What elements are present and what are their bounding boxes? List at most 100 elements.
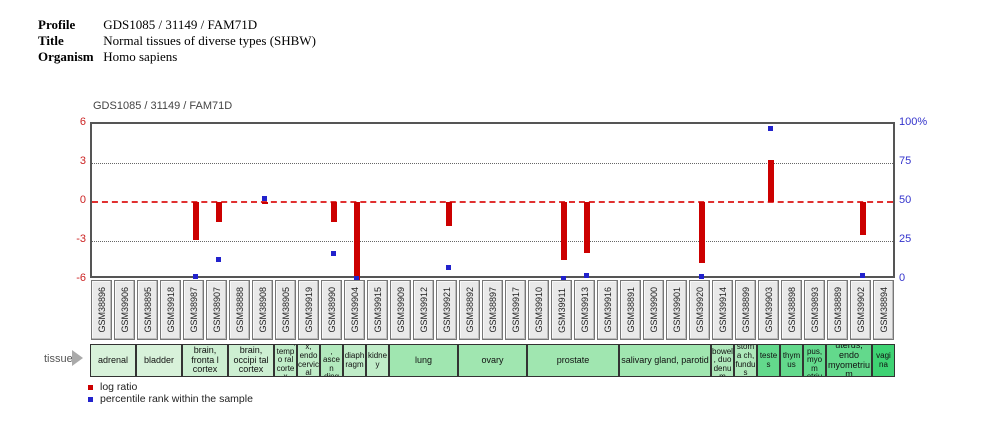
left-axis-label: 3 [79, 155, 86, 167]
log-ratio-bar [445, 202, 452, 227]
tissue-group: brain, fronta l cortex [182, 344, 228, 377]
organism-row: Organism Homo sapiens [38, 49, 177, 65]
profile-label: Profile [38, 17, 76, 32]
sample-label: GSM38990 [321, 280, 342, 340]
sample-id-text: GSM39906 [119, 287, 130, 333]
sample-label-row: GSM38896 GSM39906 GSM38895 GSM39918 GSM38987… [90, 280, 895, 342]
tissue-group: brain, occipi tal cortex [228, 344, 274, 377]
plot-area [90, 122, 895, 281]
sample-id-text: GSM39910 [533, 287, 544, 333]
sample-label: GSM38987 [183, 280, 204, 340]
log-ratio-bar [215, 202, 222, 223]
sample-id-text: GSM39904 [349, 287, 360, 333]
gridline [92, 163, 893, 164]
percentile-swatch [88, 396, 93, 402]
sample-id-text: GSM39912 [418, 287, 429, 333]
left-axis-label: -6 [76, 272, 86, 284]
sample-label: GSM39904 [344, 280, 365, 340]
sample-label: GSM39902 [850, 280, 871, 340]
tissue-group: kidne y [366, 344, 389, 377]
log-ratio-bar [767, 159, 774, 202]
sample-id-text: GSM39918 [165, 287, 176, 333]
percentile-marker [584, 272, 589, 278]
sample-label: GSM38895 [137, 280, 158, 340]
sample-id-text: GSM39903 [763, 287, 774, 333]
sample-id-text: GSM38894 [878, 287, 889, 333]
sample-id-text: GSM38896 [96, 287, 107, 333]
tissue-group: uterus, endo myometrium [826, 344, 872, 377]
title-value: Normal tissues of diverse types (SHBW) [103, 33, 316, 48]
tissue-group: thym us [780, 344, 803, 377]
log-ratio-bar [698, 202, 705, 264]
sample-label: GSM39915 [367, 280, 388, 340]
sample-label: GSM38891 [620, 280, 641, 340]
sample-label: GSM39900 [643, 280, 664, 340]
log-ratio-bar [192, 202, 199, 240]
sample-id-text: GSM39919 [303, 287, 314, 333]
sample-id-text: GSM39893 [809, 287, 820, 333]
right-axis-label: 100% [899, 116, 928, 128]
sample-label: GSM38898 [781, 280, 802, 340]
right-axis-label: 50 [899, 194, 912, 206]
sample-id-text: GSM38891 [625, 287, 636, 333]
tissue-group: small bowel, duo denum [711, 344, 734, 377]
sample-label: GSM39912 [413, 280, 434, 340]
sample-id-text: GSM39911 [556, 287, 567, 333]
organism-label: Organism [38, 49, 94, 64]
sample-id-text: GSM39909 [395, 287, 406, 333]
sample-id-text: GSM38892 [464, 287, 475, 333]
sample-label: GSM38888 [229, 280, 250, 340]
sample-label: GSM39918 [160, 280, 181, 340]
sample-id-text: GSM38907 [211, 287, 222, 333]
percentile-marker [860, 272, 865, 278]
tissue-group: diaph ragm [343, 344, 366, 377]
legend-item-percentile: percentile rank within the sample [88, 393, 253, 405]
log-ratio-bar [583, 202, 590, 253]
tissue-group: bladder [136, 344, 182, 377]
sample-label: GSM38894 [873, 280, 894, 340]
right-axis-label: 25 [899, 233, 912, 245]
sample-id-text: GSM38888 [234, 287, 245, 333]
sample-id-text: GSM39915 [372, 287, 383, 333]
tissue-group: brain, tempo ral cortex [274, 344, 297, 377]
sample-label: GSM39910 [528, 280, 549, 340]
right-axis-label: 75 [899, 155, 912, 167]
sample-id-text: GSM38899 [740, 287, 751, 333]
organism-value: Homo sapiens [103, 49, 178, 64]
right-axis-label: 0 [899, 272, 906, 284]
profile-row: Profile GDS1085 / 31149 / FAM71D [38, 17, 257, 33]
percentile-marker [216, 257, 221, 263]
sample-id-text: GSM39916 [602, 287, 613, 333]
percentile-marker [768, 126, 773, 132]
sample-id-text: GSM38908 [257, 287, 268, 333]
chart-title: GDS1085 / 31149 / FAM71D [93, 100, 233, 112]
sample-label: GSM39906 [114, 280, 135, 340]
percentile-marker [262, 196, 267, 202]
tissue-group: stoma ch, fundus [734, 344, 757, 377]
sample-id-text: GSM38897 [487, 287, 498, 333]
log-ratio-bar [859, 202, 866, 235]
title-row: Title Normal tissues of diverse types (S… [38, 33, 316, 49]
sample-label: GSM38905 [275, 280, 296, 340]
log-ratio-bar [560, 202, 567, 260]
sample-label: GSM39903 [758, 280, 779, 340]
log-ratio-label: log ratio [100, 381, 138, 393]
percentile-marker [354, 275, 359, 281]
sample-id-text: GSM39920 [694, 287, 705, 333]
sample-id-text: GSM38898 [786, 287, 797, 333]
sample-id-text: GSM39921 [441, 287, 452, 333]
gridline [92, 241, 893, 242]
sample-label: GSM39921 [436, 280, 457, 340]
legend-item-log-ratio: log ratio [88, 381, 137, 393]
left-axis-label: -3 [76, 233, 86, 245]
sample-id-text: GSM38990 [326, 287, 337, 333]
tissue-group: teste s [757, 344, 780, 377]
sample-id-text: GSM38987 [188, 287, 199, 333]
log-ratio-bar [353, 202, 360, 280]
title-label: Title [38, 33, 64, 48]
percentile-marker [193, 274, 198, 280]
sample-label: GSM39917 [505, 280, 526, 340]
sample-id-text: GSM39914 [717, 287, 728, 333]
percentile-marker [446, 265, 451, 271]
